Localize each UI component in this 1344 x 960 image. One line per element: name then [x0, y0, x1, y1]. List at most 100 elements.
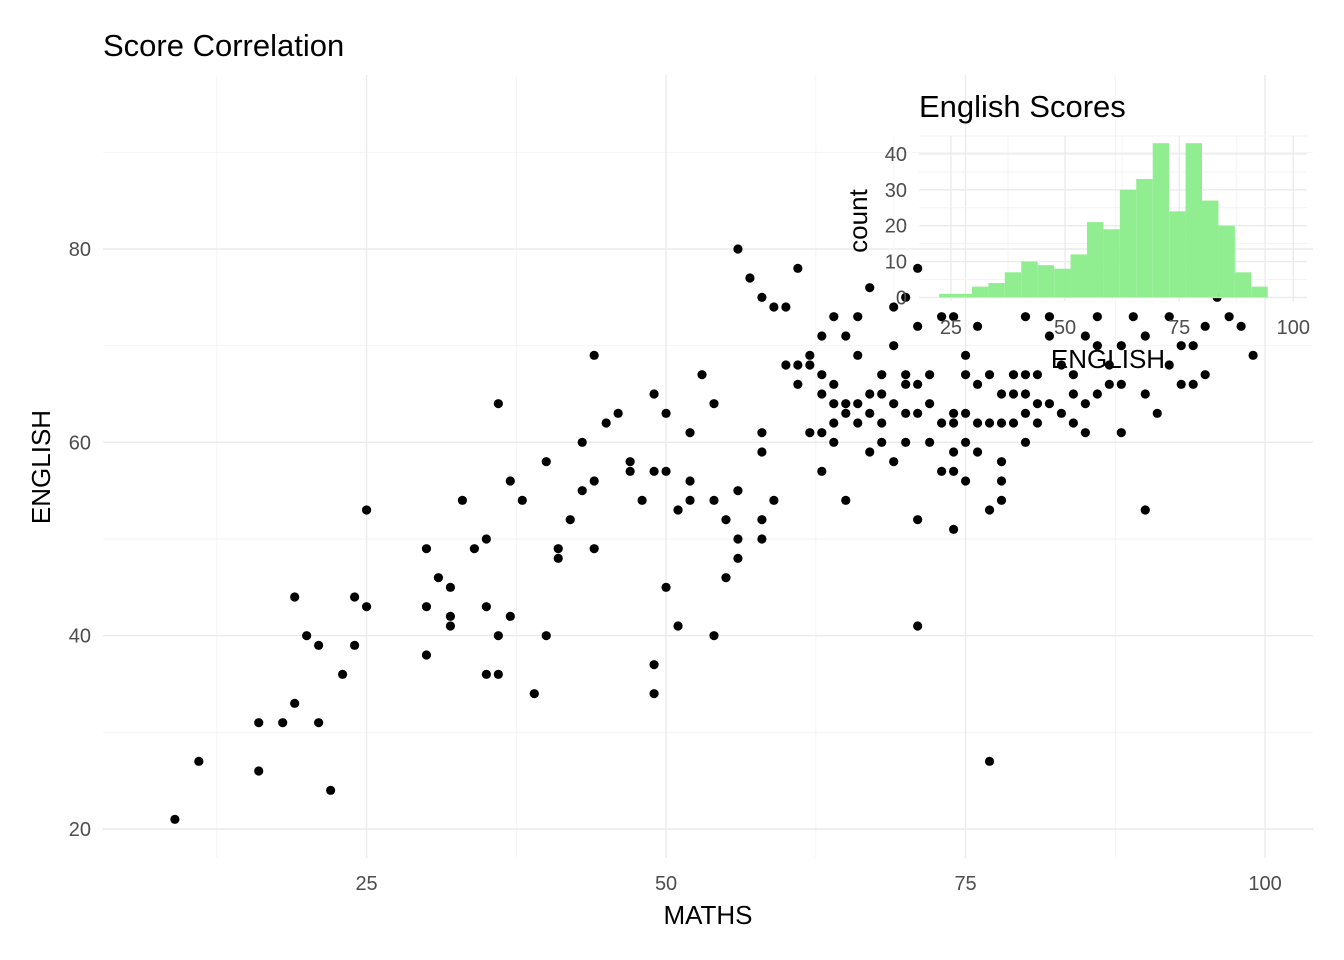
histogram-bar — [988, 283, 1005, 298]
scatter-point — [1068, 418, 1078, 428]
scatter-point — [996, 457, 1007, 467]
scatter-point — [254, 718, 264, 728]
scatter-point — [1188, 379, 1198, 389]
scatter-point — [1020, 312, 1031, 322]
scatter-point — [960, 408, 971, 418]
histogram-bar — [1136, 179, 1153, 298]
scatter-point — [1104, 360, 1114, 370]
histogram-bar — [1070, 254, 1087, 298]
scatter-point — [685, 476, 695, 486]
scatter-point — [1176, 379, 1186, 389]
scatter-point — [685, 495, 695, 505]
scatter-point — [1020, 408, 1031, 418]
inset-y-tick-label: 40 — [885, 144, 907, 166]
scatter-point — [541, 457, 551, 467]
inset-y-tick-labels: 0 10 20 30 40 — [885, 144, 907, 309]
scatter-point — [937, 418, 947, 428]
scatter-point — [889, 457, 899, 467]
scatter-point — [589, 544, 599, 554]
scatter-point — [1008, 389, 1019, 399]
scatter-point — [901, 370, 911, 380]
main-x-tick-label: 100 — [1248, 873, 1281, 895]
scatter-point — [841, 399, 851, 409]
scatter-point — [338, 669, 348, 679]
scatter-point — [948, 408, 959, 418]
scatter-point — [901, 437, 911, 447]
scatter-point — [493, 669, 503, 679]
scatter-point — [1008, 418, 1019, 428]
scatter-point — [1080, 331, 1090, 341]
histogram-bar — [1086, 222, 1104, 298]
histogram-bar — [1037, 265, 1055, 298]
scatter-point — [769, 302, 779, 312]
scatter-point — [361, 602, 372, 612]
scatter-point — [1020, 437, 1031, 447]
scatter-point — [913, 379, 923, 389]
scatter-point — [948, 524, 959, 534]
histogram-bar — [1185, 143, 1203, 298]
scatter-point — [445, 621, 456, 631]
scatter-point — [1152, 408, 1162, 418]
scatter-point — [913, 621, 923, 631]
scatter-point — [1008, 370, 1019, 380]
scatter-point — [817, 466, 827, 476]
histogram-bar — [1004, 272, 1022, 298]
scatter-point — [925, 370, 935, 380]
scatter-point — [361, 505, 372, 515]
scatter-point — [302, 631, 312, 641]
scatter-point — [948, 447, 959, 457]
scatter-point — [1248, 350, 1258, 360]
scatter-point — [972, 321, 983, 331]
scatter-point — [1068, 389, 1078, 399]
histogram-bar — [955, 293, 972, 298]
inset-x-tick-label: 75 — [1168, 317, 1190, 339]
scatter-point — [996, 495, 1007, 505]
inset-y-axis-title: count — [843, 188, 873, 252]
scatter-point — [793, 263, 803, 273]
inset-y-tick-label: 0 — [896, 287, 907, 309]
scatter-point — [433, 573, 444, 583]
main-points — [170, 244, 1258, 824]
scatter-point — [913, 408, 923, 418]
scatter-point — [613, 408, 623, 418]
main-x-tick-label: 50 — [655, 873, 677, 895]
scatter-point — [793, 360, 803, 370]
scatter-point — [1176, 341, 1186, 351]
inset-x-tick-label: 25 — [940, 317, 962, 339]
scatter-point — [984, 505, 995, 515]
scatter-point — [1200, 370, 1210, 380]
scatter-point — [865, 447, 875, 457]
scatter-point — [661, 408, 671, 418]
scatter-point — [841, 495, 851, 505]
scatter-point — [517, 495, 527, 505]
scatter-point — [829, 312, 839, 322]
scatter-point — [661, 466, 671, 476]
scatter-point — [877, 370, 887, 380]
scatter-point — [805, 360, 815, 370]
scatter-point — [960, 476, 971, 486]
scatter-point — [349, 640, 360, 650]
scatter-point — [469, 544, 479, 554]
main-y-axis-title: ENGLISH — [26, 410, 56, 524]
scatter-point — [254, 766, 264, 776]
scatter-point — [290, 698, 300, 708]
scatter-point — [637, 495, 647, 505]
scatter-point — [889, 302, 899, 312]
scatter-point — [1068, 370, 1078, 380]
scatter-point — [577, 437, 587, 447]
inset-y-tick-label: 10 — [885, 252, 907, 274]
scatter-point — [901, 292, 911, 302]
scatter-point — [901, 379, 911, 389]
scatter-point — [829, 379, 839, 389]
scatter-point — [853, 418, 863, 428]
histogram-bar — [939, 293, 956, 298]
histogram-bar — [1251, 286, 1268, 298]
scatter-point — [170, 814, 180, 824]
scatter-point — [817, 428, 827, 438]
scatter-point — [661, 582, 671, 592]
scatter-point — [865, 408, 875, 418]
main-y-tick-label: 40 — [69, 626, 91, 648]
scatter-point — [793, 379, 803, 389]
scatter-point — [421, 602, 432, 612]
